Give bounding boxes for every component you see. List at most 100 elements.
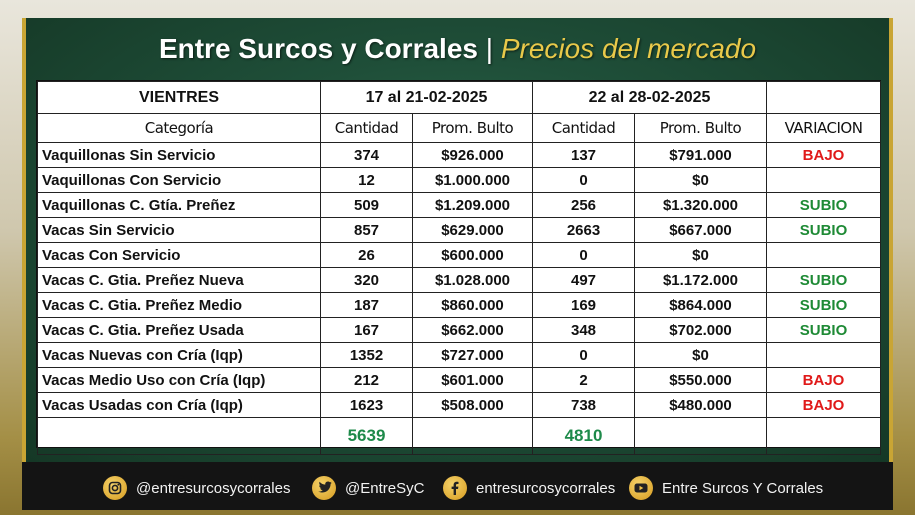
youtube-icon — [629, 476, 653, 500]
table-row: Vaquillonas C. Gtía. Preñez 509 $1.209.000… — [37, 192, 881, 218]
social-label: @entresurcosycorrales — [136, 479, 291, 497]
value-cell: 320 — [320, 267, 413, 293]
empty-header-cell — [766, 81, 881, 114]
value-cell: $702.000 — [634, 317, 767, 343]
table-row: Vacas C. Gtia. Preñez Usada 167 $662.000 34… — [37, 317, 881, 343]
category-cell: Vacas Sin Servicio — [37, 217, 321, 243]
category-cell: Vaquillonas Con Servicio — [37, 167, 321, 193]
table-row: Vacas Sin Servicio 857 $629.000 2663 $667.00… — [37, 217, 881, 243]
category-cell: Vacas Medio Uso con Cría (Iqp) — [37, 367, 321, 393]
prices-table-container: VIENTRES 17 al 21-02-2025 22 al 28-02-20… — [36, 80, 881, 455]
title-main: Entre Surcos y Corrales — [158, 33, 478, 64]
value-cell: 1352 — [320, 342, 413, 368]
column-header: Prom. Bulto — [412, 113, 533, 143]
value-cell: $0 — [634, 242, 767, 268]
column-header: Cantidad — [532, 113, 635, 143]
social-instagram[interactable]: @entresurcosycorrales — [103, 474, 290, 502]
category-cell: Vacas C. Gtia. Preñez Medio — [37, 292, 321, 318]
value-cell: $601.000 — [412, 367, 533, 393]
value-cell: $629.000 — [412, 217, 533, 243]
value-cell: 1623 — [320, 392, 413, 418]
instagram-icon — [103, 476, 127, 500]
section-label: VIENTRES — [37, 81, 321, 114]
value-cell: $791.000 — [634, 142, 767, 168]
table-row: Vaquillonas Con Servicio 12 $1.000.000 0 $0 — [37, 167, 881, 193]
facebook-icon — [443, 476, 467, 500]
table-row: Vacas Medio Uso con Cría (Iqp) 212 $601.00… — [37, 367, 881, 393]
value-cell: $1.172.000 — [634, 267, 767, 293]
value-cell: 497 — [532, 267, 635, 293]
variation-cell: BAJO — [766, 367, 881, 393]
column-header: Cantidad — [320, 113, 413, 143]
category-cell: Vaquillonas Sin Servicio — [37, 142, 321, 168]
value-cell: 12 — [320, 167, 413, 193]
variation-cell: BAJO — [766, 392, 881, 418]
variation-cell: BAJO — [766, 142, 881, 168]
table-row: Vacas C. Gtia. Preñez Medio 187 $860.000 16… — [37, 292, 881, 318]
empty-cell — [634, 417, 767, 455]
value-cell: $550.000 — [634, 367, 767, 393]
category-cell: Vacas Con Servicio — [37, 242, 321, 268]
value-cell: 187 — [320, 292, 413, 318]
prices-table: VIENTRES 17 al 21-02-2025 22 al 28-02-20… — [37, 81, 881, 455]
variation-cell — [766, 167, 881, 193]
total-cell: 4810 — [532, 417, 635, 455]
social-twitter[interactable]: @EntreSyC — [312, 474, 424, 502]
variation-cell: SUBIO — [766, 217, 881, 243]
value-cell: 2663 — [532, 217, 635, 243]
total-cell: 5639 — [320, 417, 413, 455]
value-cell: $0 — [634, 342, 767, 368]
value-cell: $860.000 — [412, 292, 533, 318]
value-cell: $926.000 — [412, 142, 533, 168]
column-header: VARIACION — [766, 113, 881, 143]
variation-cell: SUBIO — [766, 192, 881, 218]
value-cell: 137 — [532, 142, 635, 168]
value-cell: $600.000 — [412, 242, 533, 268]
header-row-periods: VIENTRES 17 al 21-02-2025 22 al 28-02-20… — [37, 81, 881, 114]
totals-row: 5639 4810 — [37, 417, 881, 455]
value-cell: 167 — [320, 317, 413, 343]
value-cell: $864.000 — [634, 292, 767, 318]
title-subtitle: Precios del mercado — [500, 33, 757, 64]
variation-cell — [766, 342, 881, 368]
value-cell: 0 — [532, 167, 635, 193]
value-cell: $1.028.000 — [412, 267, 533, 293]
table-row: Vacas Usadas con Cría (Iqp) 1623 $508.000 7… — [37, 392, 881, 418]
value-cell: 256 — [532, 192, 635, 218]
value-cell: 2 — [532, 367, 635, 393]
variation-cell: SUBIO — [766, 317, 881, 343]
category-cell: Vacas Usadas con Cría (Iqp) — [37, 392, 321, 418]
value-cell: 509 — [320, 192, 413, 218]
empty-cell — [412, 417, 533, 455]
category-cell: Vacas C. Gtia. Preñez Usada — [37, 317, 321, 343]
period2-header: 22 al 28-02-2025 — [532, 81, 767, 114]
value-cell: $480.000 — [634, 392, 767, 418]
value-cell: 374 — [320, 142, 413, 168]
social-facebook[interactable]: entresurcosycorrales — [443, 474, 615, 502]
social-youtube[interactable]: Entre Surcos Y Corrales — [629, 474, 823, 502]
table-row: Vacas C. Gtia. Preñez Nueva 320 $1.028.000… — [37, 267, 881, 293]
social-label: Entre Surcos Y Corrales — [662, 479, 824, 497]
value-cell: 348 — [532, 317, 635, 343]
empty-cell — [766, 417, 881, 455]
value-cell: 857 — [320, 217, 413, 243]
value-cell: 169 — [532, 292, 635, 318]
category-cell: Vacas Nuevas con Cría (Iqp) — [37, 342, 321, 368]
value-cell: $667.000 — [634, 217, 767, 243]
value-cell: $1.320.000 — [634, 192, 767, 218]
variation-cell: SUBIO — [766, 267, 881, 293]
column-header: Prom. Bulto — [634, 113, 767, 143]
value-cell: $1.000.000 — [412, 167, 533, 193]
value-cell: 0 — [532, 342, 635, 368]
value-cell: $662.000 — [412, 317, 533, 343]
value-cell: $1.209.000 — [412, 192, 533, 218]
variation-cell: SUBIO — [766, 292, 881, 318]
title-separator: | — [485, 33, 494, 64]
social-label: @EntreSyC — [345, 479, 425, 497]
table-row: Vacas Con Servicio 26 $600.000 0 $0 — [37, 242, 881, 268]
value-cell: 738 — [532, 392, 635, 418]
table-row: Vaquillonas Sin Servicio 374 $926.000 137 $7… — [37, 142, 881, 168]
period1-header: 17 al 21-02-2025 — [320, 81, 533, 114]
social-label: entresurcosycorrales — [476, 479, 616, 497]
variation-cell — [766, 242, 881, 268]
